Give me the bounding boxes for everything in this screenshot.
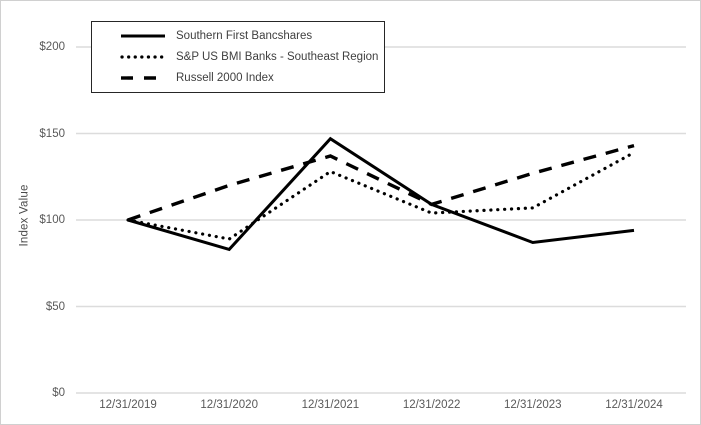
legend-item-russell-2000: Russell 2000 Index xyxy=(120,69,384,87)
x-tick-label: 12/31/2019 xyxy=(99,399,157,411)
legend-label: Southern First Bancshares xyxy=(176,30,313,43)
solid-line-sample-icon xyxy=(121,34,165,38)
legend-label: Russell 2000 Index xyxy=(176,71,274,84)
chart-legend: Southern First Bancshares S&P US BMI Ban… xyxy=(91,21,385,93)
legend-item-sp-bmi-banks: S&P US BMI Banks - Southeast Region xyxy=(120,48,384,66)
x-tick-label: 12/31/2024 xyxy=(605,399,663,411)
dashed-line-sample-icon xyxy=(121,75,165,80)
legend-label: S&P US BMI Banks - Southeast Region xyxy=(176,50,379,63)
x-tick-label: 12/31/2022 xyxy=(402,399,461,411)
x-tick-label: 12/31/2023 xyxy=(504,399,562,411)
dotted-line-sample-icon xyxy=(120,55,166,59)
series-line-dotted xyxy=(126,150,636,241)
y-tick-label: $50 xyxy=(45,300,65,313)
series-line-solid xyxy=(127,136,635,252)
y-tick-label: $200 xyxy=(39,41,65,53)
x-tick-label: 12/31/2021 xyxy=(301,399,360,411)
series-line-dashed xyxy=(127,143,635,222)
y-tick-label: $100 xyxy=(39,214,65,226)
y-tick-label: $150 xyxy=(39,127,65,140)
x-tick-label: 12/31/2020 xyxy=(200,399,258,411)
legend-item-southern-first: Southern First Bancshares xyxy=(120,27,384,45)
y-tick-label: $0 xyxy=(52,387,65,399)
